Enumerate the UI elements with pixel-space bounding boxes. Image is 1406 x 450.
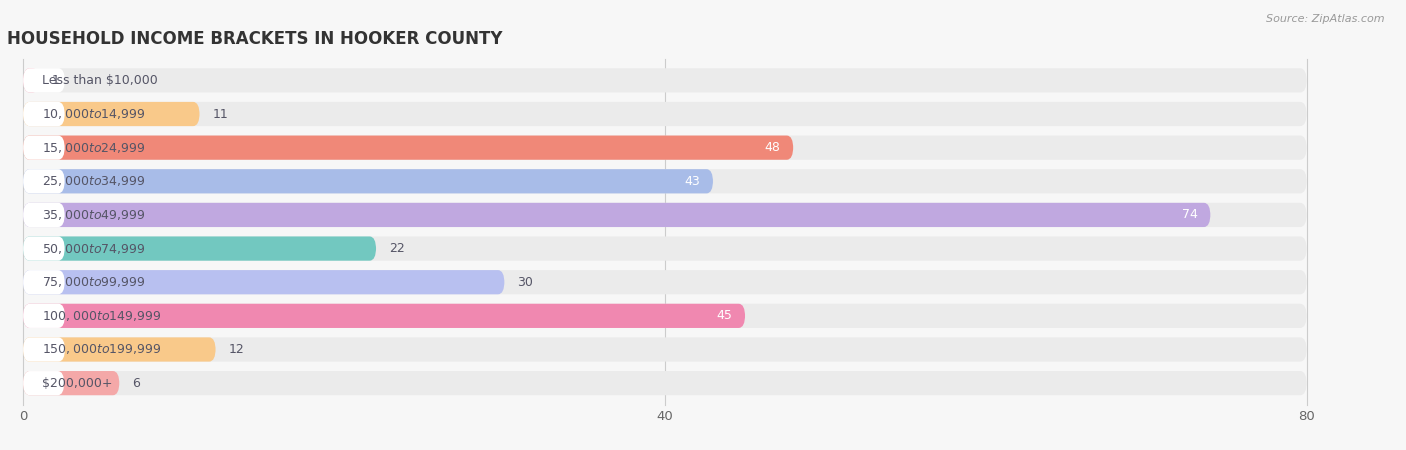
FancyBboxPatch shape <box>22 203 65 227</box>
FancyBboxPatch shape <box>22 338 65 362</box>
FancyBboxPatch shape <box>22 169 713 194</box>
FancyBboxPatch shape <box>22 270 65 294</box>
Text: 45: 45 <box>717 309 733 322</box>
FancyBboxPatch shape <box>22 270 505 294</box>
Text: 48: 48 <box>765 141 780 154</box>
FancyBboxPatch shape <box>22 338 1306 362</box>
FancyBboxPatch shape <box>22 135 793 160</box>
FancyBboxPatch shape <box>22 304 1306 328</box>
FancyBboxPatch shape <box>22 102 1306 126</box>
Text: $25,000 to $34,999: $25,000 to $34,999 <box>42 174 146 188</box>
Text: $100,000 to $149,999: $100,000 to $149,999 <box>42 309 162 323</box>
FancyBboxPatch shape <box>22 135 65 160</box>
FancyBboxPatch shape <box>22 236 1306 261</box>
FancyBboxPatch shape <box>22 371 1306 395</box>
FancyBboxPatch shape <box>22 270 1306 294</box>
FancyBboxPatch shape <box>22 236 65 261</box>
FancyBboxPatch shape <box>22 169 65 194</box>
FancyBboxPatch shape <box>22 68 1306 93</box>
FancyBboxPatch shape <box>22 169 1306 194</box>
FancyBboxPatch shape <box>22 102 65 126</box>
FancyBboxPatch shape <box>22 304 65 328</box>
FancyBboxPatch shape <box>22 371 65 395</box>
Text: $35,000 to $49,999: $35,000 to $49,999 <box>42 208 146 222</box>
Text: Source: ZipAtlas.com: Source: ZipAtlas.com <box>1267 14 1385 23</box>
Text: 6: 6 <box>132 377 141 390</box>
Text: Less than $10,000: Less than $10,000 <box>42 74 157 87</box>
Text: $50,000 to $74,999: $50,000 to $74,999 <box>42 242 146 256</box>
FancyBboxPatch shape <box>22 371 120 395</box>
Text: $200,000+: $200,000+ <box>42 377 112 390</box>
Text: HOUSEHOLD INCOME BRACKETS IN HOOKER COUNTY: HOUSEHOLD INCOME BRACKETS IN HOOKER COUN… <box>7 31 502 49</box>
Text: 22: 22 <box>389 242 405 255</box>
Text: 1: 1 <box>52 74 60 87</box>
FancyBboxPatch shape <box>22 338 215 362</box>
Text: 12: 12 <box>228 343 245 356</box>
Text: $75,000 to $99,999: $75,000 to $99,999 <box>42 275 146 289</box>
FancyBboxPatch shape <box>22 102 200 126</box>
FancyBboxPatch shape <box>22 68 39 93</box>
Text: $10,000 to $14,999: $10,000 to $14,999 <box>42 107 146 121</box>
FancyBboxPatch shape <box>22 236 375 261</box>
FancyBboxPatch shape <box>22 68 65 93</box>
Text: 43: 43 <box>685 175 700 188</box>
FancyBboxPatch shape <box>22 135 1306 160</box>
FancyBboxPatch shape <box>22 203 1306 227</box>
FancyBboxPatch shape <box>22 304 745 328</box>
Text: $150,000 to $199,999: $150,000 to $199,999 <box>42 342 162 356</box>
Text: 11: 11 <box>212 108 228 121</box>
FancyBboxPatch shape <box>22 203 1211 227</box>
Text: 74: 74 <box>1181 208 1198 221</box>
Text: $15,000 to $24,999: $15,000 to $24,999 <box>42 141 146 155</box>
Text: 30: 30 <box>517 276 533 289</box>
